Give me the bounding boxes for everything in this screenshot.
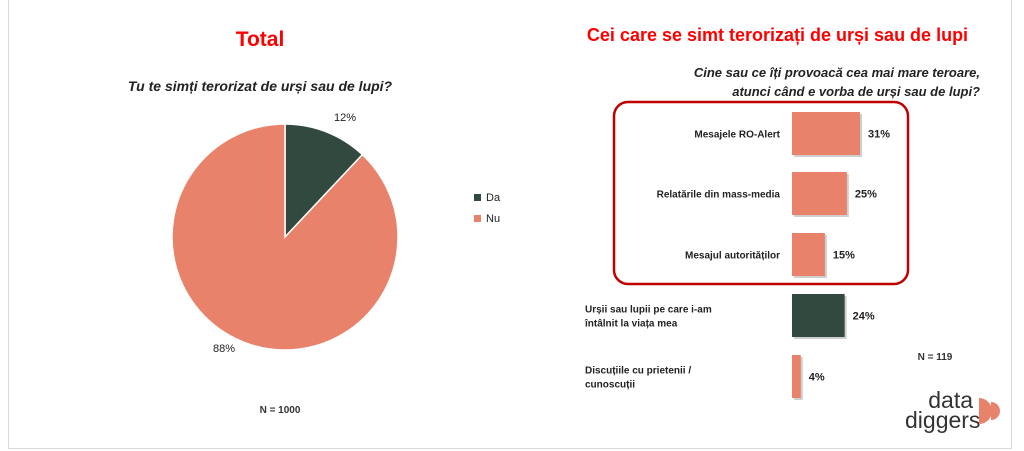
pie-question: Tu te simți terorizat de urși sau de lup… <box>127 78 393 94</box>
bar-category-4: Discuțiile cu prietenii / cunoscuții <box>585 366 691 391</box>
data-diggers-logo: data diggers <box>905 387 1005 440</box>
pie-slice-nu <box>171 123 399 351</box>
left-title: Total <box>235 28 285 51</box>
bar-category-0-line-0: Mesajele RO-Alert <box>694 130 780 141</box>
pie-sample-size: N = 1000 <box>259 405 301 416</box>
logo-mark-icon <box>979 398 1000 424</box>
legend-label-da: Da <box>486 192 501 204</box>
legend-label-nu: Nu <box>486 213 500 225</box>
pie-slice-da <box>284 123 364 239</box>
legend-swatch-nu <box>474 215 481 222</box>
bar-category-1-line-0: Relatările din mass-media <box>657 190 781 201</box>
logo-text: data diggers <box>905 387 981 433</box>
bar-value-3: 24% <box>853 311 875 323</box>
bar-category-2: Mesajul autorităților <box>685 251 780 262</box>
bar-category-4-line-1: cunoscuții <box>585 380 635 391</box>
legend-swatch-da <box>474 194 481 201</box>
bar-sample-size: N = 119 <box>917 352 953 363</box>
bar-category-3-line-1: întâlnit la viața mea <box>584 319 678 330</box>
bar-4 <box>792 355 801 398</box>
bar-value-2: 15% <box>833 250 855 262</box>
bar-category-3: Urșii sau lupii pe care i-am întâlnit la … <box>584 305 712 330</box>
bar-question-line2: atunci când e vorba de urși sau de lupi? <box>732 84 980 99</box>
bar-question-line1: Cine sau ce îți provoacă cea mai mare te… <box>693 65 980 80</box>
bar-value-4: 4% <box>809 372 825 384</box>
bar-2 <box>792 233 825 276</box>
bar-category-4-line-0: Discuțiile cu prietenii / <box>585 366 691 377</box>
right-title: Cei care se simt terorizați de urși sau … <box>586 25 969 45</box>
slide-frame <box>8 0 1012 449</box>
bar-value-1: 25% <box>855 189 877 201</box>
bar-1 <box>792 172 847 215</box>
pie-label-nu: 88% <box>213 343 235 355</box>
pie-label-da: 12% <box>334 112 356 124</box>
bar-question: Cine sau ce îți provoacă cea mai mare te… <box>600 63 980 101</box>
bar-category-2-line-0: Mesajul autorităților <box>685 251 780 262</box>
bar-value-0: 31% <box>868 129 890 141</box>
logo-line1: data <box>928 387 973 413</box>
logo-line2: diggers <box>905 407 981 433</box>
bar-0 <box>792 112 860 155</box>
highlight-box <box>612 100 910 286</box>
bar-3 <box>792 294 845 337</box>
bar-category-3-line-0: Urșii sau lupii pe care i-am <box>585 305 712 316</box>
bar-category-1: Relatările din mass-media <box>657 190 781 201</box>
bar-category-0: Mesajele RO-Alert <box>694 130 780 141</box>
